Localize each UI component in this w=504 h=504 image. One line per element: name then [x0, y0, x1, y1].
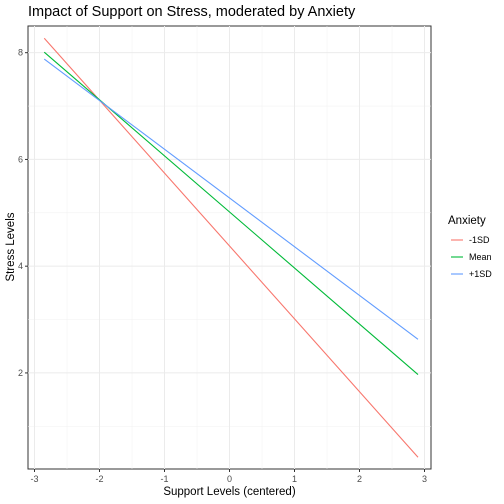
series-lines: [43, 37, 419, 458]
legend-label-0: -1SD: [469, 235, 490, 245]
x-tick-label: -1: [160, 474, 168, 484]
x-tick-label: 0: [227, 474, 232, 484]
x-tick-label: -2: [95, 474, 103, 484]
legend-label-2: +1SD: [469, 269, 492, 279]
legend: Anxiety -1SD Mean +1SD: [448, 215, 492, 279]
legend-label-1: Mean: [469, 252, 492, 262]
y-axis: 2 4 6 8: [18, 48, 28, 378]
x-tick-label: 3: [422, 474, 427, 484]
x-tick-label: 1: [292, 474, 297, 484]
y-tick-label: 2: [18, 368, 23, 378]
x-tick-label: 2: [357, 474, 362, 484]
grid-lines: [28, 26, 431, 469]
legend-title: Anxiety: [448, 215, 486, 227]
y-tick-label: 8: [18, 48, 23, 58]
y-axis-title: Stress Levels: [5, 212, 17, 281]
x-tick-label: -3: [30, 474, 38, 484]
x-axis: -3 -2 -1 0 1 2 3: [30, 469, 427, 484]
y-tick-label: 6: [18, 154, 23, 164]
series-line-2: [43, 58, 419, 340]
y-tick-label: 4: [18, 261, 23, 271]
x-axis-title: Support Levels (centered): [163, 486, 295, 498]
chart-title: Impact of Support on Stress, moderated b…: [28, 4, 356, 20]
series-line-0: [43, 37, 419, 458]
